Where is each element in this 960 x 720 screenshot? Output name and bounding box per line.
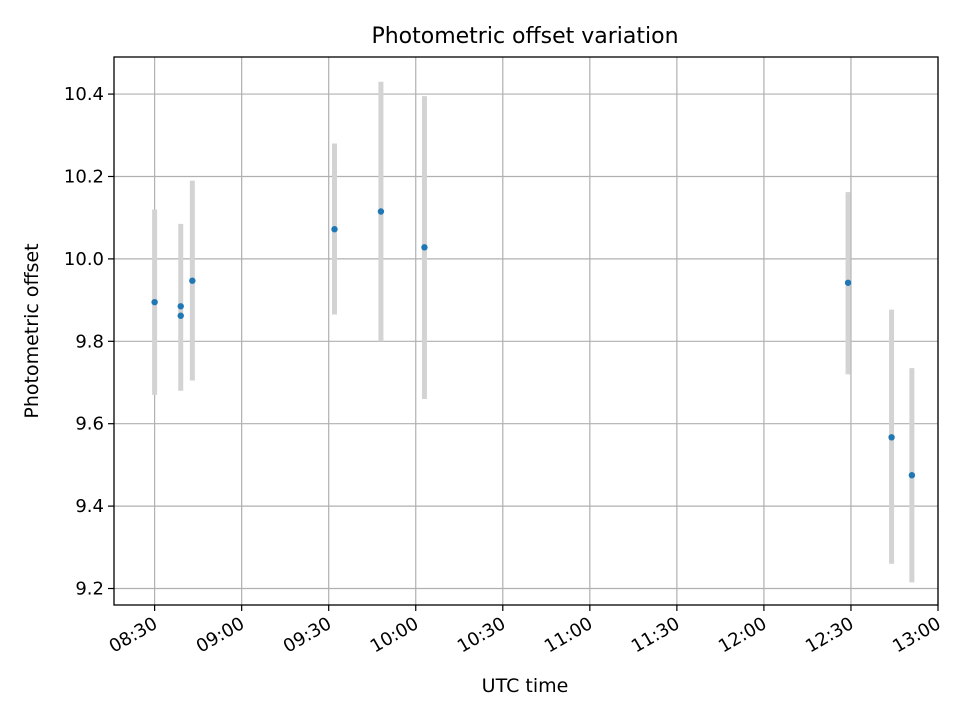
y-tick-label: 9.6 <box>75 414 104 435</box>
data-point <box>844 279 852 286</box>
data-point <box>377 208 385 215</box>
data-point <box>189 277 196 284</box>
y-axis-ticks: 9.2 9.4 9.6 9.8 10.0 10.2 10.4 <box>64 84 114 600</box>
x-axis-label: UTC time <box>482 675 569 697</box>
data-point <box>331 226 338 233</box>
y-tick-label: 10.0 <box>64 249 104 270</box>
data-points <box>151 208 916 479</box>
y-tick-label: 9.4 <box>75 496 104 517</box>
y-tick-label: 9.8 <box>75 331 104 352</box>
grid-lines <box>114 57 939 605</box>
data-point <box>177 312 184 319</box>
plot-frame <box>113 56 939 606</box>
data-point <box>177 303 184 310</box>
y-axis-label: Photometric offset <box>21 243 43 418</box>
data-point <box>908 472 916 479</box>
y-tick-label: 9.2 <box>75 579 104 600</box>
chart-title: Photometric offset variation <box>371 24 678 49</box>
data-point <box>421 244 428 251</box>
data-point <box>888 434 895 441</box>
y-tick-label: 10.2 <box>64 166 104 187</box>
data-point <box>151 298 158 306</box>
y-tick-label: 10.4 <box>64 84 104 105</box>
